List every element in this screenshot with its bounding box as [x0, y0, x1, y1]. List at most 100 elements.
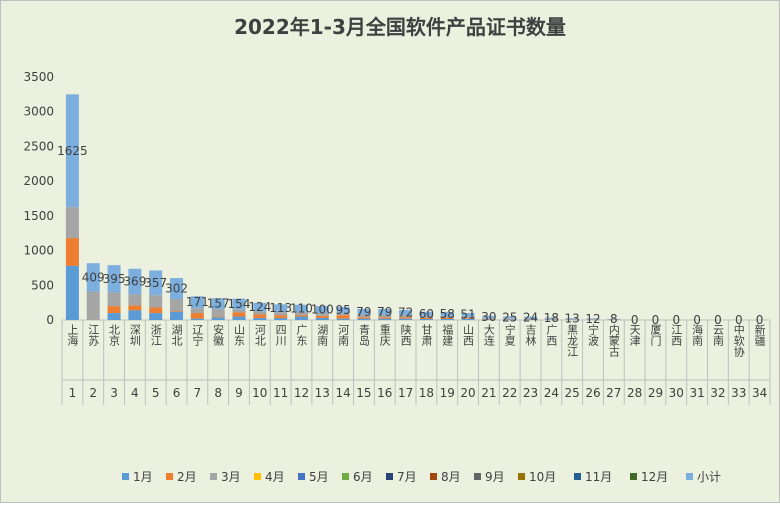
rank-label: 28: [627, 386, 642, 400]
x-tick-label: 厦门: [649, 324, 662, 347]
x-tick-label: 辽宁: [191, 324, 204, 346]
bar-segment: [108, 293, 121, 307]
data-label: 60: [419, 307, 434, 321]
legend-swatch: [342, 473, 349, 480]
rank-label: 34: [752, 386, 767, 400]
rank-label: 24: [544, 386, 559, 400]
y-tick-label: 3500: [23, 70, 54, 84]
data-label: 79: [356, 305, 371, 319]
x-tick-label: 河南: [337, 324, 350, 346]
legend-label: 2月: [177, 470, 197, 484]
data-label: 30: [481, 310, 496, 324]
rank-label: 10: [252, 386, 267, 400]
bar-segment: [316, 318, 329, 320]
x-tick-label: 广东: [295, 324, 308, 346]
legend-label: 6月: [353, 470, 373, 484]
bar-segment: [212, 317, 225, 320]
rank-label: 4: [131, 386, 139, 400]
x-tick-label: 北京: [108, 324, 121, 347]
data-label: 154: [228, 297, 251, 311]
x-tick-label: 宁夏: [503, 323, 516, 346]
data-label: 171: [186, 295, 209, 309]
legend-swatch: [386, 473, 393, 480]
bar-segment: [170, 299, 183, 311]
bar-segment: [108, 313, 121, 320]
x-tick-label: 新疆: [753, 323, 766, 346]
x-tick-label: 上海: [66, 324, 79, 347]
rank-label: 30: [669, 386, 684, 400]
x-tick-label: 深圳: [128, 324, 141, 346]
rank-label: 3: [110, 386, 118, 400]
legend-label: 3月: [221, 470, 241, 484]
data-label: 25: [502, 310, 517, 324]
rank-label: 2: [89, 386, 97, 400]
legend-label: 7月: [397, 470, 417, 484]
bar-segment: [253, 318, 266, 320]
legend-swatch: [122, 473, 129, 480]
data-label: 369: [123, 275, 146, 289]
rank-label: 13: [315, 386, 330, 400]
y-tick-label: 2500: [23, 139, 54, 153]
rank-label: 18: [419, 386, 434, 400]
x-tick-label: 四川: [274, 324, 287, 346]
rank-label: 11: [273, 386, 288, 400]
x-tick-label: 福建: [441, 323, 454, 347]
x-tick-label: 安徽: [212, 323, 225, 347]
legend-swatch: [430, 473, 437, 480]
legend-swatch: [210, 473, 217, 480]
data-label: 157: [207, 297, 230, 311]
bar-segment: [66, 238, 79, 266]
rank-label: 6: [173, 386, 181, 400]
legend-swatch: [574, 473, 581, 480]
data-label: 1625: [57, 144, 88, 158]
x-tick-label: 浙江: [149, 324, 162, 346]
bar-segment: [87, 292, 100, 320]
legend-label: 11月: [585, 470, 612, 484]
x-tick-label: 宁波: [587, 323, 600, 347]
data-label: 124: [248, 300, 271, 314]
bar-segment: [128, 310, 141, 320]
data-label: 58: [440, 307, 455, 321]
rank-label: 21: [481, 386, 496, 400]
bar-segment: [191, 313, 204, 319]
x-tick-label: 云南: [711, 324, 724, 346]
x-tick-label: 海南: [691, 323, 704, 346]
rank-label: 26: [585, 386, 600, 400]
x-tick-label: 湖北: [170, 324, 183, 346]
rank-label: 19: [440, 386, 455, 400]
rank-label: 5: [152, 386, 160, 400]
legend-swatch: [298, 473, 305, 480]
x-tick-label: 山西: [462, 324, 475, 346]
x-tick-label: 重庆: [378, 323, 391, 347]
x-tick-label: 湖南: [316, 324, 329, 346]
rank-label: 31: [689, 386, 704, 400]
bar-segment: [337, 319, 350, 320]
rank-label: 29: [648, 386, 663, 400]
bar-segment: [233, 317, 246, 320]
rank-label: 14: [335, 386, 350, 400]
rank-label: 27: [606, 386, 621, 400]
x-tick-label: 吉林: [524, 324, 537, 346]
bar-segment: [128, 294, 141, 305]
data-label: 409: [82, 270, 105, 284]
legend-label: 8月: [441, 470, 461, 484]
legend-label: 12月: [641, 470, 668, 484]
rank-label: 16: [377, 386, 392, 400]
rank-label: 1: [69, 386, 77, 400]
legend-label: 4月: [265, 470, 285, 484]
legend-swatch: [254, 473, 261, 480]
bar-segment: [253, 314, 266, 317]
y-tick-label: 0: [46, 313, 54, 327]
x-tick-label: 山东: [233, 324, 246, 346]
x-tick-label: 河北: [253, 324, 266, 346]
bar-segment: [378, 319, 391, 320]
bar-segment: [357, 319, 370, 320]
legend-label: 小计: [697, 470, 721, 484]
bar-segment: [149, 295, 162, 307]
x-tick-label: 青岛: [357, 324, 370, 347]
data-label: 51: [460, 308, 475, 322]
bar-segment: [108, 306, 121, 313]
legend-label: 10月: [529, 470, 556, 484]
